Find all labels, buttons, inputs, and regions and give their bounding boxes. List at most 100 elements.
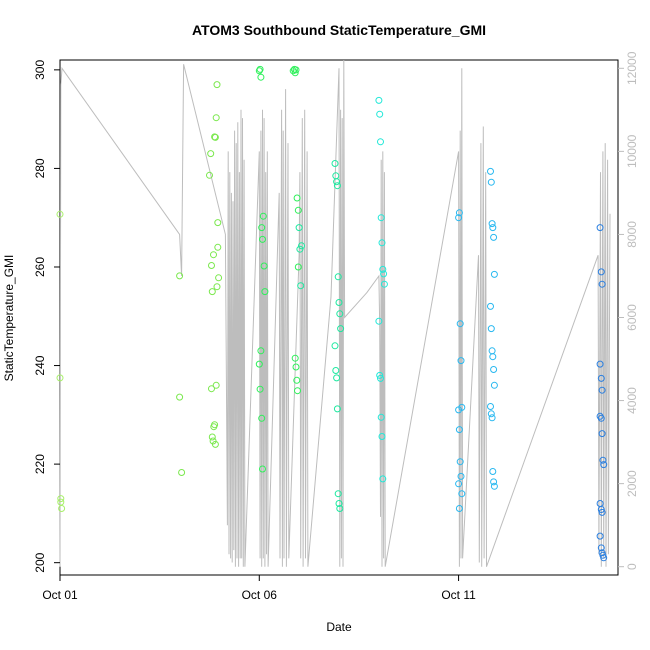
data-point <box>487 167 494 175</box>
data-point <box>488 220 496 228</box>
data-point <box>597 544 605 552</box>
data-point <box>490 366 498 373</box>
y-axis-label: StaticTemperature_GMI <box>2 255 16 382</box>
data-point <box>208 262 215 269</box>
y2-tick-label: 10000 <box>625 134 639 168</box>
x-tick-label: Oct 01 <box>42 588 78 602</box>
data-point <box>336 505 344 512</box>
data-point <box>487 325 495 333</box>
data-point <box>261 288 269 296</box>
data-point <box>259 212 267 220</box>
data-point <box>376 110 384 118</box>
data-point <box>208 288 216 296</box>
data-point <box>294 263 302 271</box>
data-point <box>489 353 497 361</box>
data-point <box>600 554 608 562</box>
x-tick-label: Oct 11 <box>441 588 476 602</box>
data-point <box>380 270 388 278</box>
data-point <box>377 413 385 421</box>
data-point <box>258 224 266 232</box>
data-point <box>378 239 386 247</box>
data-point <box>212 381 220 389</box>
y2-tick-label: 8000 <box>625 221 639 248</box>
data-point <box>455 214 463 222</box>
data-point <box>378 433 386 440</box>
data-point <box>487 410 495 418</box>
y2-tick-label: 0 <box>625 563 639 570</box>
data-point <box>334 490 342 498</box>
data-point <box>255 67 263 75</box>
y-tick-label: 280 <box>33 158 47 178</box>
data-point <box>215 274 223 282</box>
data-point <box>206 171 213 179</box>
data-point <box>376 371 384 379</box>
data-point <box>333 182 341 190</box>
y-tick-label: 200 <box>33 552 47 572</box>
data-point <box>208 433 216 441</box>
data-point <box>455 209 463 217</box>
data-point <box>256 65 264 73</box>
data-point <box>214 243 222 251</box>
data-point <box>257 73 265 81</box>
data-point <box>208 385 215 393</box>
data-point <box>457 472 465 480</box>
data-point <box>488 347 496 355</box>
y-tick-label: 240 <box>33 355 47 375</box>
data-point <box>455 426 463 434</box>
data-point <box>596 224 604 232</box>
data-point <box>490 270 498 278</box>
data-point <box>380 280 388 288</box>
data-point <box>596 500 604 507</box>
data-point <box>291 354 299 362</box>
data-point <box>598 280 606 288</box>
data-point <box>455 505 463 512</box>
data-point <box>211 421 219 429</box>
data-point <box>597 414 605 422</box>
data-point <box>56 374 64 382</box>
data-point <box>292 363 300 371</box>
y-tick-label: 220 <box>33 454 47 474</box>
data-point <box>332 367 340 374</box>
y2-tick-label: 4000 <box>625 387 639 414</box>
data-point <box>212 114 220 122</box>
data-point <box>598 386 606 394</box>
data-point <box>291 69 299 77</box>
y-tick-label: 300 <box>33 60 47 80</box>
data-point <box>331 342 339 350</box>
x-axis-label: Date <box>326 620 352 634</box>
data-point <box>334 273 342 281</box>
data-point <box>379 265 387 273</box>
data-point <box>490 381 498 389</box>
data-point <box>213 81 221 89</box>
data-point <box>335 500 343 507</box>
data-point <box>259 235 266 243</box>
data-point <box>211 133 219 141</box>
data-point <box>257 347 265 355</box>
altitude-trace <box>59 59 611 567</box>
chart-title: ATOM3 Southbound StaticTemperature_GMI <box>192 22 486 38</box>
data-point <box>597 506 605 513</box>
data-point <box>377 374 384 382</box>
data-point <box>487 302 494 310</box>
data-point <box>331 160 339 167</box>
data-point <box>210 251 217 259</box>
data-point <box>490 233 498 241</box>
data-point <box>333 178 341 186</box>
data-point <box>297 282 305 290</box>
data-point <box>178 469 186 476</box>
data-point <box>377 138 384 146</box>
data-point <box>488 414 496 422</box>
data-point <box>599 456 607 464</box>
y-tick-label: 260 <box>33 257 47 277</box>
data-point <box>490 482 498 490</box>
data-point <box>294 387 301 395</box>
data-point <box>58 505 66 512</box>
data-point <box>259 465 266 473</box>
data-point <box>375 317 383 325</box>
data-points <box>56 65 608 562</box>
data-point <box>455 480 463 488</box>
data-point <box>255 360 263 368</box>
data-point <box>256 385 264 393</box>
y2-tick-label: 2000 <box>625 470 639 497</box>
